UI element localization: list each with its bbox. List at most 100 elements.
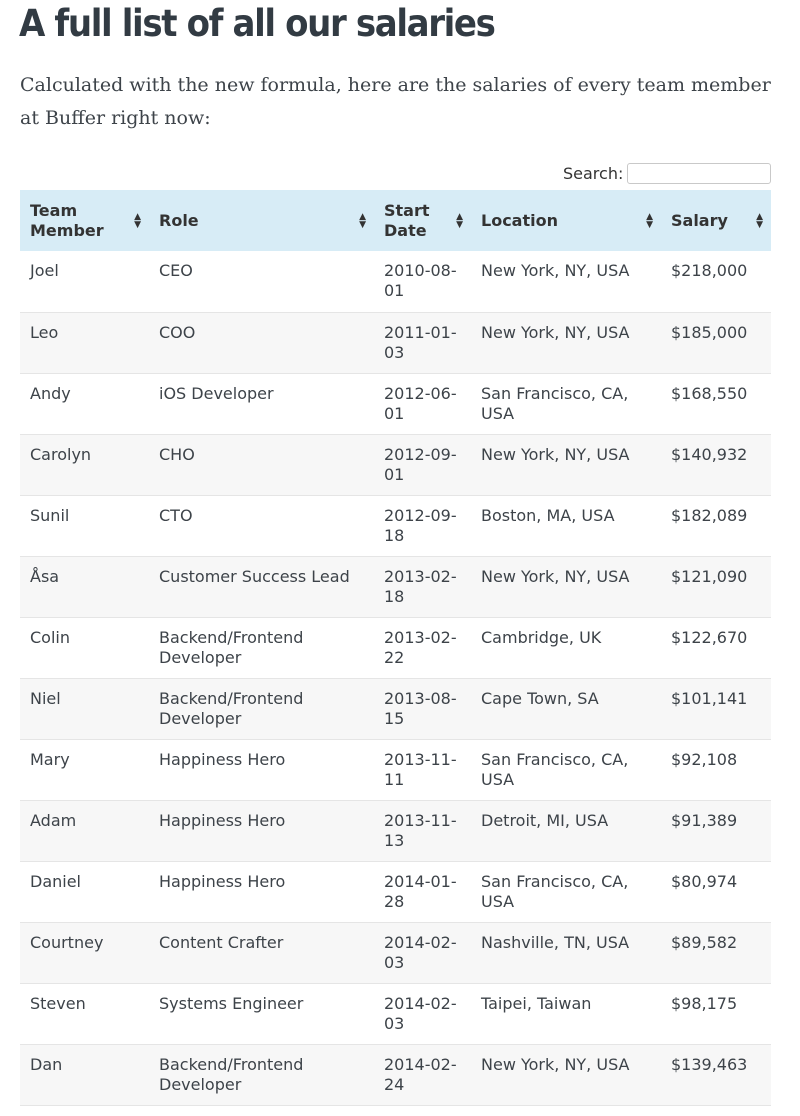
cell-salary: $140,932	[671, 444, 748, 464]
cell-salary: $98,175	[671, 993, 738, 1013]
cell-location: San Francisco, CA, USA	[481, 749, 629, 789]
cell-location: Cape Town, SA	[481, 688, 599, 708]
cell-role: Backend/Frontend Developer	[159, 627, 304, 667]
cell-role: Backend/Frontend Developer	[159, 1054, 304, 1094]
table-row: Leo COO 2011-01-03 New York, NY, USA $185,00…	[20, 312, 771, 373]
cell-team-member: Åsa	[30, 566, 60, 586]
column-header-team-member[interactable]: Team Member ▲ ▼	[20, 190, 149, 251]
cell-start-date: 2014-02-03	[384, 993, 457, 1033]
table-row: Steven Systems Engineer 2014-02-03 Taipei, …	[20, 983, 771, 1044]
cell-salary: $80,974	[671, 871, 738, 891]
search-label: Search:	[563, 164, 624, 183]
column-header-label: Team Member	[30, 200, 104, 240]
cell-start-date: 2014-01-28	[384, 871, 457, 911]
cell-team-member: Joel	[30, 261, 59, 280]
sort-both-icon: ▲ ▼	[646, 211, 653, 230]
cell-role: Systems Engineer	[159, 993, 304, 1013]
cell-salary: $92,108	[671, 749, 738, 769]
table-row: Courtney Content Crafter 2014-02-03 Nashvil…	[20, 922, 771, 983]
table-row: Carolyn CHO 2012-09-01 New York, NY, USA $14…	[20, 434, 771, 495]
cell-role: CTO	[159, 505, 193, 525]
cell-location: New York, NY, USA	[481, 1054, 630, 1074]
cell-location: New York, NY, USA	[481, 322, 630, 342]
column-header-label: Role	[159, 210, 199, 230]
cell-start-date: 2012-09-01	[384, 444, 457, 484]
table-row: Dan Backend/Frontend Developer 2014-02-24 N…	[20, 1044, 771, 1105]
cell-team-member: Daniel	[30, 871, 81, 891]
table-row: Niel Backend/Frontend Developer 2013-08-15…	[20, 678, 771, 739]
cell-role: COO	[159, 322, 196, 342]
cell-location: Detroit, MI, USA	[481, 810, 609, 830]
cell-role: Content Crafter	[159, 932, 284, 952]
cell-team-member: Carolyn	[30, 444, 92, 464]
table-row: Åsa Customer Success Lead 2013-02-18 New Yo…	[20, 556, 771, 617]
table-row: Colin Backend/Frontend Developer 2013-02-2…	[20, 617, 771, 678]
cell-team-member: Courtney	[30, 932, 104, 952]
column-header-salary[interactable]: Salary ▲ ▼	[661, 190, 771, 251]
cell-start-date: 2013-08-15	[384, 688, 457, 728]
cell-location: Cambridge, UK	[481, 627, 602, 647]
intro-paragraph: Calculated with the new formula, here ar…	[20, 74, 771, 129]
salary-table: Team Member ▲ ▼ Role ▲ ▼ Start Date ▲ ▼ Loc…	[20, 190, 771, 1106]
sort-both-icon: ▲ ▼	[756, 211, 763, 230]
sort-both-icon: ▲ ▼	[456, 211, 463, 230]
column-header-label: Start Date	[384, 200, 430, 240]
cell-salary: $185,000	[671, 322, 748, 342]
cell-role: Customer Success Lead	[159, 566, 350, 586]
cell-location: New York, NY, USA	[481, 261, 630, 280]
cell-location: San Francisco, CA, USA	[481, 871, 629, 911]
cell-team-member: Niel	[30, 688, 61, 708]
cell-location: New York, NY, USA	[481, 444, 630, 464]
table-body: Joel CEO 2010-08-01 New York, NY, USA $218,0…	[20, 251, 771, 1105]
cell-role: CHO	[159, 444, 195, 464]
cell-team-member: Leo	[30, 322, 59, 342]
cell-start-date: 2010-08-01	[384, 261, 457, 300]
column-header-location[interactable]: Location ▲ ▼	[471, 190, 661, 251]
cell-role: Happiness Hero	[159, 749, 286, 769]
cell-salary: $182,089	[671, 505, 748, 525]
cell-start-date: 2012-09-18	[384, 505, 457, 545]
cell-start-date: 2013-11-13	[384, 810, 457, 850]
cell-location: Nashville, TN, USA	[481, 932, 630, 952]
cell-location: New York, NY, USA	[481, 566, 630, 586]
cell-team-member: Steven	[30, 993, 86, 1013]
sort-both-icon: ▲ ▼	[134, 211, 141, 230]
cell-start-date: 2012-06-01	[384, 383, 457, 423]
table-row: Mary Happiness Hero 2013-11-11 San Francisc…	[20, 739, 771, 800]
column-header-label: Salary	[671, 210, 728, 230]
cell-salary: $91,389	[671, 810, 738, 830]
page-title: A full list of all our salaries	[19, 2, 496, 45]
cell-team-member: Andy	[30, 383, 71, 403]
table-row: Adam Happiness Hero 2013-11-13 Detroit, MI,…	[20, 800, 771, 861]
search-input[interactable]	[627, 163, 772, 184]
cell-team-member: Colin	[30, 627, 70, 647]
cell-team-member: Sunil	[30, 505, 70, 525]
column-header-start-date[interactable]: Start Date ▲ ▼	[374, 190, 471, 251]
cell-salary: $101,141	[671, 688, 748, 708]
cell-salary: $89,582	[671, 932, 738, 952]
search-box: Search:	[563, 163, 772, 184]
column-header-label: Location	[481, 210, 558, 230]
cell-team-member: Mary	[30, 749, 70, 769]
cell-salary: $122,670	[671, 627, 748, 647]
table-row: Joel CEO 2010-08-01 New York, NY, USA $218,0…	[20, 251, 771, 312]
table-header-row: Team Member ▲ ▼ Role ▲ ▼ Start Date ▲ ▼ Loc…	[20, 190, 771, 251]
sort-both-icon: ▲ ▼	[359, 211, 366, 230]
cell-role: iOS Developer	[159, 383, 274, 403]
cell-salary: $121,090	[671, 566, 748, 586]
cell-start-date: 2014-02-24	[384, 1054, 457, 1094]
cell-location: San Francisco, CA, USA	[481, 383, 629, 423]
cell-salary: $139,463	[671, 1054, 748, 1074]
cell-role: Happiness Hero	[159, 871, 286, 891]
column-header-role[interactable]: Role ▲ ▼	[149, 190, 374, 251]
cell-role: Backend/Frontend Developer	[159, 688, 304, 728]
table-row: Sunil CTO 2012-09-18 Boston, MA, USA $182,08…	[20, 495, 771, 556]
cell-role: Happiness Hero	[159, 810, 286, 830]
cell-start-date: 2011-01-03	[384, 322, 457, 362]
table-row: Andy iOS Developer 2012-06-01 San Francisco…	[20, 373, 771, 434]
cell-salary: $218,000	[671, 261, 748, 280]
cell-location: Boston, MA, USA	[481, 505, 615, 525]
cell-location: Taipei, Taiwan	[481, 993, 592, 1013]
cell-team-member: Dan	[30, 1054, 63, 1074]
cell-start-date: 2013-11-11	[384, 749, 457, 789]
